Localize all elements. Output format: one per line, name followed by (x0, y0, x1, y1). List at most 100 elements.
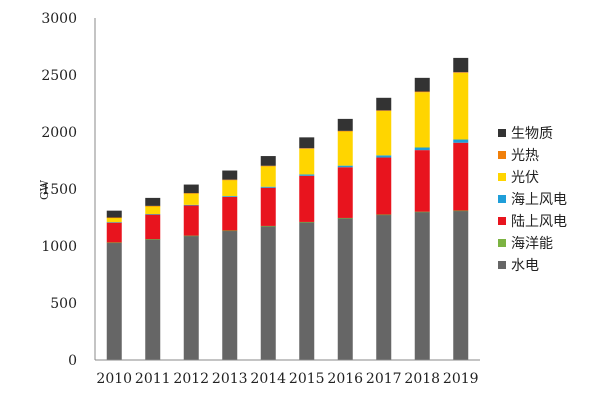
x-tick-label: 2011 (135, 371, 171, 387)
bar-segment-2018-3 (414, 147, 430, 151)
legend-label: 光伏 (511, 170, 539, 186)
legend-swatch (498, 151, 506, 159)
x-tick-label: 2013 (212, 371, 248, 387)
bar-segment-2017-6 (376, 97, 392, 111)
bar-segment-2012-0 (183, 235, 199, 360)
bar-segment-2019-5 (453, 72, 469, 73)
y-tick-label: 1500 (41, 182, 77, 198)
bar-segment-2011-5 (145, 205, 161, 207)
bar-segment-2015-4 (299, 148, 315, 175)
bar-segment-2019-0 (453, 210, 469, 360)
legend-swatch (498, 129, 506, 137)
bar-segment-2015-1 (299, 221, 315, 223)
bar-segment-2017-3 (376, 155, 392, 158)
bar-segment-2010-1 (106, 242, 122, 244)
bar-segment-2019-4 (453, 72, 469, 140)
bar-segment-2016-5 (337, 130, 353, 132)
bar-segment-2011-0 (145, 239, 161, 360)
legend-swatch (498, 195, 506, 203)
bar-segment-2018-2 (414, 150, 430, 212)
bar-segment-2017-4 (376, 110, 392, 156)
bar-segment-2013-4 (222, 180, 238, 197)
legend-label: 生物质 (511, 126, 553, 142)
legend-item: 光伏 (498, 166, 567, 188)
legend-item: 光热 (498, 144, 567, 166)
bar-segment-2013-6 (222, 170, 238, 180)
bar-segment-2016-0 (337, 218, 353, 360)
bar-segment-2012-2 (183, 205, 199, 236)
legend-item: 陆上风电 (498, 210, 567, 232)
bar-segment-2016-3 (337, 165, 353, 168)
bar-segment-2011-4 (145, 206, 161, 215)
legend-item: 海上风电 (498, 188, 567, 210)
bar-segment-2019-6 (453, 57, 469, 73)
legend-item: 水电 (498, 254, 567, 276)
bar-segment-2011-2 (145, 214, 161, 240)
bar-segment-2015-6 (299, 137, 315, 149)
bar-segment-2014-6 (260, 156, 276, 166)
legend-swatch (498, 239, 506, 247)
legend-swatch (498, 173, 506, 181)
bar-segment-2010-0 (106, 242, 122, 360)
bar-segment-2014-4 (260, 166, 276, 187)
bar-segment-2019-1 (453, 210, 469, 212)
x-tick-label: 2019 (443, 371, 479, 387)
y-tick-label: 500 (50, 296, 77, 312)
bar-segment-2019-2 (453, 142, 469, 211)
bar-segment-2011-3 (145, 214, 161, 215)
bar-segment-2011-6 (145, 197, 161, 206)
bar-segment-2019-3 (453, 139, 469, 143)
bar-segment-2018-5 (414, 91, 430, 93)
bar-segment-2013-5 (222, 179, 238, 181)
bar-segment-2011-1 (145, 239, 161, 240)
bar-segment-2018-6 (414, 77, 430, 92)
x-tick-label: 2017 (366, 371, 402, 387)
y-tick-labels: 0 500 1000 1500 2000 2500 3000 (41, 11, 77, 369)
bar-segment-2012-3 (183, 204, 199, 206)
y-tick-label: 0 (68, 353, 77, 369)
bar-segment-2010-4 (106, 217, 122, 223)
bar-segment-2017-1 (376, 214, 392, 216)
bar-segment-2015-3 (299, 174, 315, 176)
bar-segment-2010-2 (106, 222, 122, 243)
legend-label: 海上风电 (511, 192, 567, 208)
legend-swatch (498, 217, 506, 225)
bar-segment-2018-1 (414, 211, 430, 213)
x-tick-labels: 2010 2011 2012 2013 2014 2015 2016 2017 2018 2019 (96, 371, 478, 387)
x-tick-label: 2016 (327, 371, 363, 387)
legend-item: 海洋能 (498, 232, 567, 254)
legend-item: 生物质 (498, 122, 567, 144)
legend-label: 光热 (511, 148, 539, 164)
bar-segment-2014-3 (260, 186, 276, 188)
legend-label: 海洋能 (511, 236, 553, 252)
bar-segment-2013-3 (222, 196, 238, 197)
bar-segment-2014-5 (260, 165, 276, 167)
bar-segment-2012-4 (183, 193, 199, 205)
bar-segment-2013-1 (222, 230, 238, 232)
bar-segment-2012-6 (183, 184, 199, 194)
x-tick-label: 2018 (404, 371, 440, 387)
bar-segment-2018-4 (414, 92, 430, 148)
bar-segment-2016-1 (337, 217, 353, 219)
bar-segment-2012-1 (183, 235, 199, 237)
bar-segment-2014-0 (260, 226, 276, 360)
y-tick-label: 2500 (41, 68, 77, 84)
bar-segment-2014-1 (260, 225, 276, 227)
bar-segment-2017-2 (376, 157, 392, 215)
bar-segment-2013-2 (222, 196, 238, 231)
bar-segment-2010-5 (106, 217, 122, 219)
bar-segment-2017-0 (376, 214, 392, 360)
bar-segment-2015-5 (299, 148, 315, 149)
bar-segment-2013-0 (222, 230, 238, 360)
bar-segment-2015-0 (299, 222, 315, 360)
bar-segment-2015-2 (299, 175, 315, 222)
bar-segment-2016-4 (337, 131, 353, 166)
y-tick-label: 1000 (41, 239, 77, 255)
legend-label: 陆上风电 (511, 214, 567, 230)
x-tick-label: 2015 (289, 371, 325, 387)
bar-segment-2016-6 (337, 118, 353, 131)
bar-segment-2012-5 (183, 193, 199, 194)
legend-swatch (498, 261, 506, 269)
legend-label: 水电 (511, 258, 539, 274)
